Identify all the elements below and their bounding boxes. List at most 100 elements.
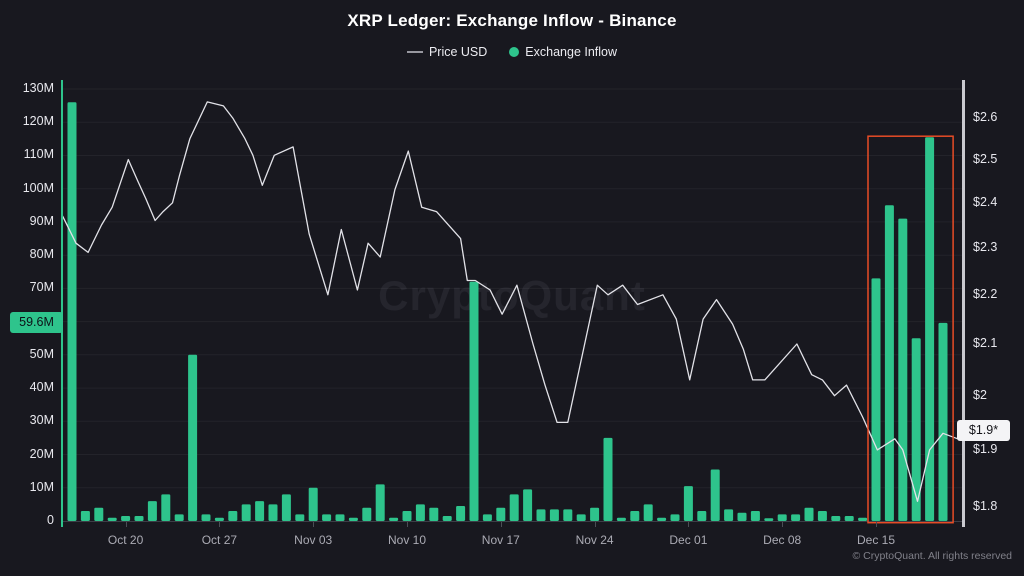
y-axis-line-left (61, 80, 63, 527)
inflow-bar (255, 501, 265, 521)
inflow-bar (174, 514, 184, 521)
inflow-bar (831, 516, 841, 521)
inflow-bar (643, 504, 653, 521)
inflow-bar (161, 494, 171, 521)
inflow-bar (925, 137, 935, 521)
inflow-bar (750, 511, 760, 521)
inflow-bar (228, 511, 238, 521)
y-left-tick-label: 50M (29, 346, 54, 361)
legend-item-inflow[interactable]: Exchange Inflow (509, 45, 617, 59)
inflow-value-badge: 59.6M (10, 312, 63, 334)
inflow-bar (375, 484, 385, 521)
inflow-bar (523, 489, 533, 521)
inflow-bar (817, 511, 827, 521)
y-left-tick-label: 90M (29, 213, 54, 228)
inflow-bar (201, 514, 211, 521)
inflow-bar (710, 469, 720, 521)
inflow-bar (563, 509, 573, 521)
inflow-bar (536, 509, 546, 521)
inflow-bar (737, 512, 747, 521)
inflow-bar (670, 514, 680, 521)
inflow-bar (697, 511, 707, 521)
highlight-box (867, 135, 954, 524)
y-right-tick-label: $1.8 (973, 499, 998, 514)
inflow-bar (858, 517, 868, 521)
inflow-bar (442, 516, 452, 521)
inflow-bar (456, 506, 466, 521)
y-right-tick-label: $2.2 (973, 286, 998, 301)
inflow-bar (884, 205, 894, 522)
inflow-bar (724, 509, 734, 521)
x-axis-tick-mark (876, 522, 877, 527)
inflow-bar (402, 511, 412, 521)
inflow-bar (281, 494, 291, 521)
x-axis-tick-label: Nov 03 (294, 533, 333, 547)
inflow-bar (603, 437, 613, 521)
legend-item-price[interactable]: Price USD (406, 45, 488, 59)
y-axis-line-right (962, 80, 965, 527)
y-left-tick-label: 30M (29, 413, 54, 428)
x-axis-tick-label: Dec 08 (763, 533, 802, 547)
x-axis-tick-mark (782, 522, 784, 527)
y-left-tick-label: 70M (29, 280, 54, 295)
x-axis-tick-mark (688, 522, 690, 527)
inflow-bar (335, 514, 345, 521)
y-right-tick-label: $2.6 (973, 110, 998, 125)
y-left-tick-label: 0 (47, 513, 54, 527)
inflow-bar (322, 514, 332, 521)
price-value-badge: $1.9* (957, 420, 1010, 442)
inflow-bar (80, 511, 90, 521)
inflow-bar (549, 509, 559, 521)
y-right-tick-label: $2 (973, 387, 987, 402)
x-axis-tick-mark (594, 522, 596, 527)
inflow-bar (683, 486, 693, 521)
inflow-bar (576, 514, 586, 521)
y-left-tick-label: 10M (29, 479, 54, 494)
inflow-bar (67, 102, 77, 522)
x-axis-tick-label: Oct 27 (201, 533, 238, 547)
y-left-tick-label: 80M (29, 247, 54, 262)
inflow-bar (911, 338, 921, 521)
inflow-bar (415, 504, 425, 521)
inflow-bar (791, 514, 801, 521)
legend-label-price: Price USD (428, 45, 488, 59)
x-axis-tick-label: Nov 17 (481, 533, 520, 547)
inflow-bar (777, 514, 787, 521)
y-right-tick-label: $2.3 (973, 239, 998, 254)
x-axis-tick-mark (407, 522, 408, 527)
inflow-bar (348, 517, 358, 521)
inflow-bar (844, 516, 854, 521)
x-axis-tick-label: Dec 01 (669, 533, 708, 547)
inflow-bar (630, 511, 640, 521)
inflow-bar (898, 218, 908, 521)
y-left-tick-label: 40M (29, 380, 54, 395)
y-right-tick-label: $1.9 (973, 441, 998, 456)
inflow-bar (657, 517, 667, 521)
legend-label-inflow: Exchange Inflow (525, 45, 618, 59)
inflow-bar (121, 516, 131, 521)
inflow-bar (938, 322, 948, 521)
inflow-bar (241, 504, 251, 521)
inflow-bar (308, 487, 318, 521)
x-axis-tick-mark (219, 522, 221, 527)
inflow-bar (429, 507, 439, 521)
inflow-bar (871, 278, 881, 521)
y-left-tick-label: 100M (22, 180, 54, 195)
y-left-tick-label: 120M (22, 114, 54, 129)
y-right-tick-label: $2.4 (973, 194, 998, 209)
x-axis-tick-label: Dec 15 (856, 533, 896, 547)
plot-area (62, 88, 962, 524)
inflow-bar (94, 507, 104, 521)
inflow-bar (134, 516, 144, 521)
x-axis-tick-label: Oct 20 (107, 533, 144, 547)
inflow-bar (107, 517, 117, 521)
inflow-dot-swatch-icon (509, 47, 520, 57)
inflow-bar (509, 494, 519, 521)
x-axis-tick-mark (500, 522, 502, 527)
x-axis-tick-label: Nov 24 (575, 533, 614, 547)
x-axis-tick-mark (313, 522, 315, 527)
inflow-bar (590, 507, 600, 521)
y-left-tick-label: 20M (29, 446, 54, 461)
chart-title: XRP Ledger: Exchange Inflow - Binance (347, 11, 677, 30)
